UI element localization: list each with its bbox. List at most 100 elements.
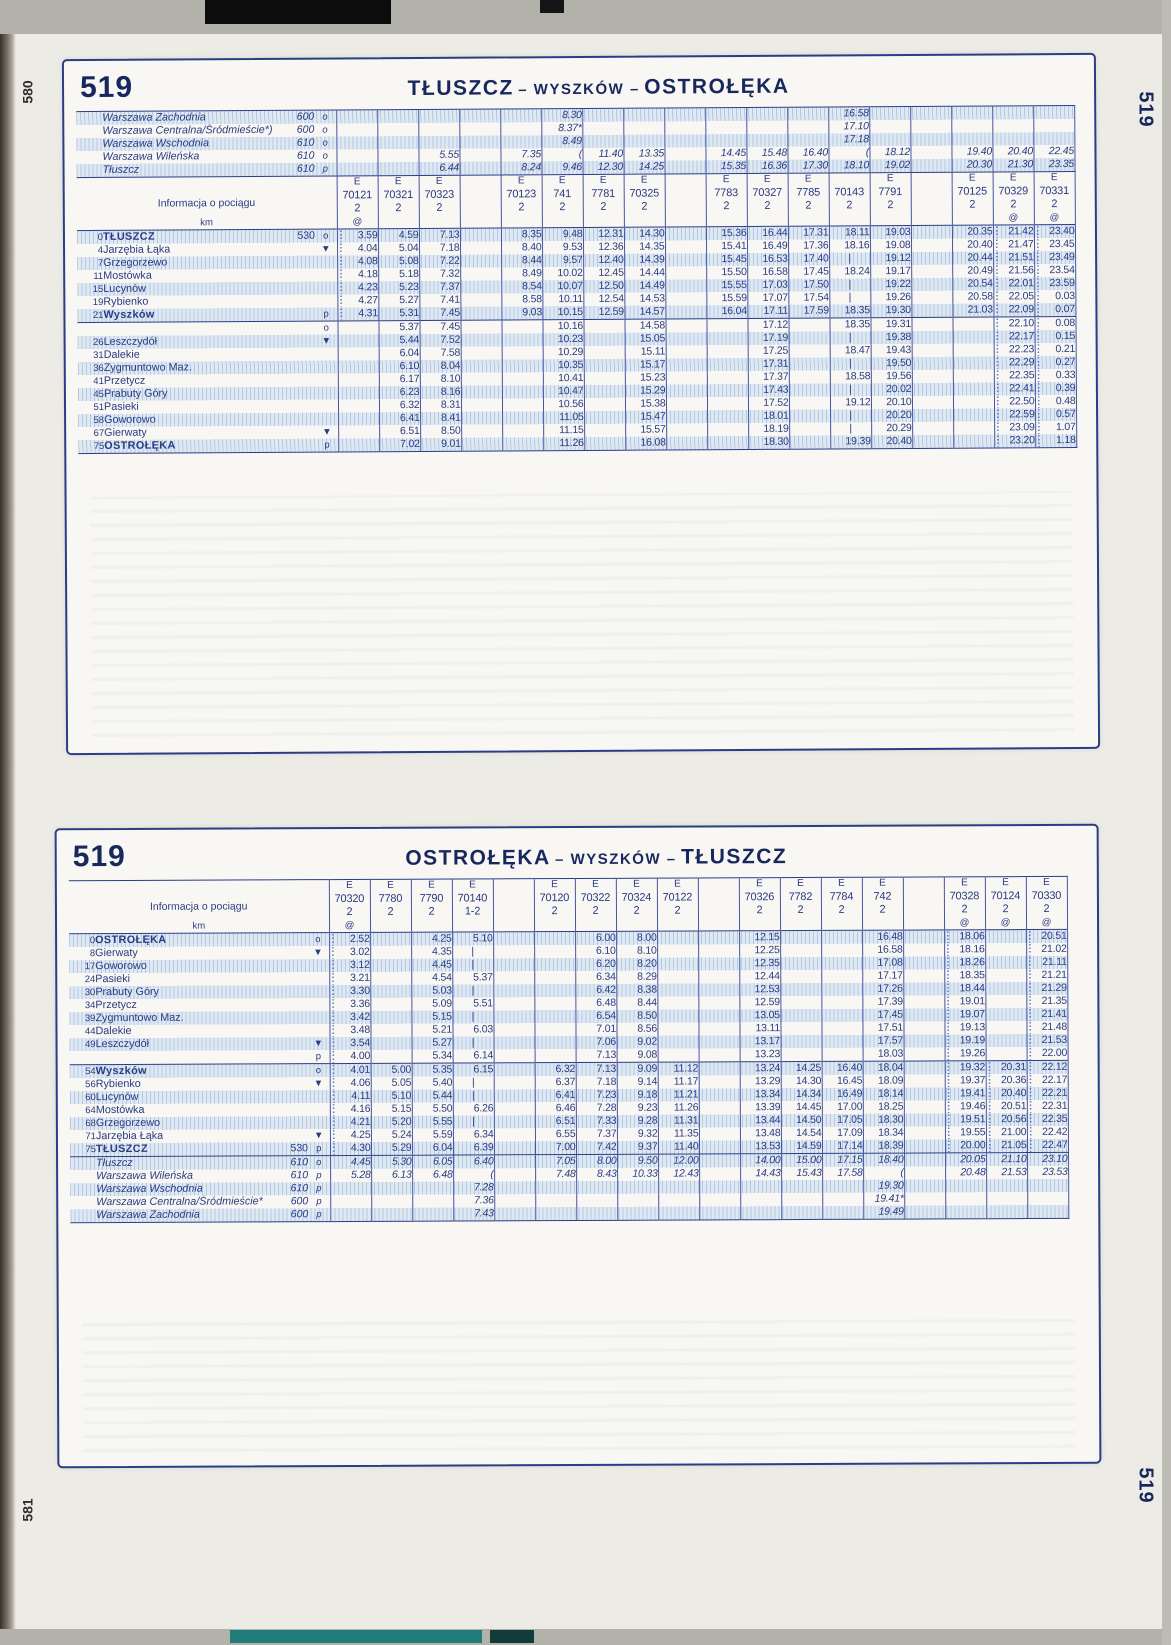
- train-number-cell: 70122 2: [656, 890, 699, 919]
- time-cell: [665, 358, 707, 372]
- traction-mark: E: [451, 878, 493, 892]
- time-cell: [953, 421, 995, 435]
- time-cell: [460, 280, 502, 294]
- direction-arrow-icon: ▼: [313, 947, 323, 959]
- stop-type-marker: [316, 399, 338, 412]
- time-cell: [903, 995, 945, 1009]
- feeder-time-cell: [336, 149, 378, 163]
- time-cell: |: [830, 422, 872, 436]
- time-cell: 6.37: [534, 1076, 576, 1090]
- time-cell: 13.17: [739, 1035, 781, 1049]
- feeder-time-cell: [992, 132, 1034, 146]
- time-cell: [698, 1022, 740, 1036]
- station-name: OSTROŁĘKA: [104, 438, 277, 454]
- time-cell: 13.53: [739, 1140, 782, 1154]
- time-cell: [337, 334, 379, 348]
- time-cell: 17.19: [747, 331, 789, 345]
- time-cell: 21.00: [985, 1126, 1027, 1140]
- time-cell: |: [829, 331, 871, 345]
- time-cell: 23.09: [994, 421, 1036, 435]
- time-cell: 20.51: [1026, 929, 1068, 944]
- time-cell: 5.08: [378, 254, 420, 269]
- km-cell: 49: [84, 1039, 96, 1051]
- train-number: 7781: [591, 187, 616, 200]
- feeder-time-cell: 16.40: [787, 146, 829, 160]
- feeder-time-cell: 14.45: [705, 146, 747, 161]
- km-cell: 0: [69, 933, 96, 948]
- feeder-time-cell: 6.44: [418, 161, 460, 176]
- time-cell: [985, 929, 1027, 944]
- feeder-time-cell: 8.37*: [541, 121, 583, 136]
- time-cell: 8.16: [419, 385, 461, 399]
- time-cell: [338, 438, 380, 452]
- station-name: Przetycz: [95, 998, 137, 1012]
- note-marker: [623, 214, 665, 228]
- train-class: 2: [805, 199, 812, 212]
- time-cell: 14.58: [624, 318, 666, 333]
- time-cell: 7.23: [575, 1088, 617, 1103]
- time-cell: 22.35: [1026, 1112, 1068, 1127]
- time-cell: [903, 982, 945, 996]
- train-number-cell: 7782 2: [779, 889, 822, 919]
- train-class: 2: [1002, 903, 1009, 916]
- traction-mark: E: [746, 173, 788, 186]
- time-cell: [337, 360, 379, 374]
- time-cell: 17.50: [788, 278, 830, 292]
- feeder-time-cell: (: [541, 147, 583, 162]
- connecting-route-number: [268, 1090, 308, 1103]
- train-class: 2: [428, 905, 435, 918]
- time-cell: [584, 423, 626, 437]
- feeder-station-name: Warszawa Centralna/Śródmieście*): [102, 123, 273, 137]
- train-number: 70320: [334, 892, 365, 906]
- time-cell: 3.12: [329, 958, 371, 973]
- stop-type-marker: p: [323, 308, 329, 320]
- time-cell: 6.51: [379, 424, 421, 439]
- train-number: 70321: [383, 189, 414, 202]
- time-cell: 15.11: [624, 345, 666, 359]
- train-number: 70125: [957, 185, 988, 198]
- note-marker: [910, 212, 952, 226]
- time-cell: [338, 425, 380, 439]
- km-cell: 15: [92, 283, 104, 295]
- train-number-cell: 70121 2: [336, 188, 378, 217]
- train-class: 2: [1051, 198, 1058, 211]
- train-number: 741: [553, 188, 572, 201]
- time-cell: 17.39: [862, 995, 904, 1009]
- time-cell: 15.45: [706, 252, 748, 267]
- time-cell: [459, 227, 502, 242]
- time-cell: 15.41: [706, 239, 748, 254]
- connecting-route-number: [267, 985, 307, 998]
- time-cell: 14.49: [624, 279, 666, 293]
- time-cell: 14.39: [624, 253, 666, 267]
- train-number: 70330: [1031, 889, 1062, 903]
- feeder-time-cell: [576, 1180, 618, 1195]
- train-number: 70124: [990, 890, 1021, 903]
- time-cell: [698, 1061, 740, 1076]
- connecting-route-number: [276, 426, 316, 439]
- stop-type-marker: [307, 1024, 329, 1037]
- time-cell: 0.39: [1034, 381, 1076, 396]
- time-cell: 8.35: [500, 227, 543, 242]
- time-cell: 0.03: [1034, 289, 1076, 304]
- time-cell: 8.54: [501, 280, 543, 294]
- time-cell: [665, 345, 707, 359]
- time-cell: [821, 982, 863, 996]
- time-cell: 16.45: [821, 1074, 863, 1088]
- time-cell: [903, 1100, 945, 1114]
- feeder-time-cell: 6.13: [371, 1168, 413, 1182]
- time-cell: [665, 371, 707, 385]
- connecting-route-number: [267, 959, 307, 972]
- time-cell: [493, 1076, 535, 1090]
- stop-type-marker: p: [308, 1208, 331, 1222]
- feeder-station-name: Warszawa Centralna/Śródmieście*: [96, 1195, 263, 1209]
- train-class: 2: [551, 905, 558, 918]
- time-cell: 17.57: [862, 1034, 904, 1048]
- time-cell: 21.41: [1026, 1007, 1068, 1022]
- time-cell: [657, 944, 699, 958]
- time-cell: 15.47: [625, 410, 667, 424]
- feeder-time-cell: 23.35: [1033, 157, 1075, 172]
- note-marker: [746, 213, 788, 227]
- time-cell: [985, 943, 1027, 957]
- time-cell: 6.20: [575, 957, 617, 972]
- time-cell: [707, 409, 749, 424]
